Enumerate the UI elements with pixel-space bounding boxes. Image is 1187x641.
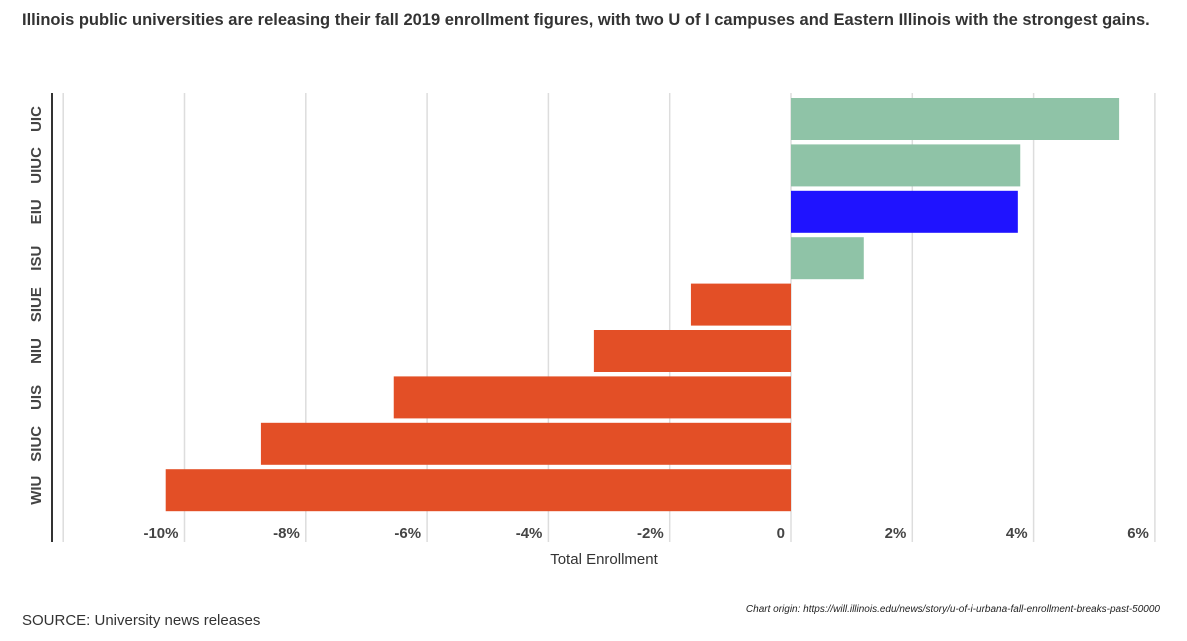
y-tick-label: UIUC	[28, 147, 45, 184]
bar-chart: UIC UIUC EIU ISU SIUE NIU UIS SIUC WIU -10% -8% -6…	[28, 93, 1156, 568]
y-axis-labels: UIC UIUC EIU ISU SIUE NIU UIS SIUC WIU	[28, 106, 45, 505]
bar-isu	[791, 237, 864, 280]
x-tick-label: 6%	[1127, 525, 1149, 542]
chart-origin-note: Chart origin: https://will.illinois.edu/…	[745, 604, 1160, 615]
bar-wiu	[165, 469, 792, 512]
x-tick-label: -8%	[273, 525, 300, 542]
x-tick-label: -4%	[516, 525, 543, 542]
bar-siue	[690, 283, 791, 326]
bar-uic	[791, 98, 1120, 140]
x-tick-label: 0	[777, 525, 785, 542]
x-tick-label: 2%	[885, 525, 907, 542]
bar-uiuc	[791, 144, 1021, 187]
x-axis-title: Total Enrollment	[550, 551, 658, 568]
y-tick-label: UIC	[28, 106, 45, 132]
x-tick-label: -2%	[637, 525, 664, 542]
y-tick-label: ISU	[28, 246, 45, 271]
y-tick-label: SIUC	[28, 426, 45, 462]
x-tick-label: 4%	[1006, 525, 1028, 542]
y-tick-label: WIU	[28, 476, 45, 505]
bars	[165, 98, 1120, 512]
y-tick-label: NIU	[28, 338, 45, 364]
bar-siuc	[260, 422, 791, 465]
x-tick-label: -10%	[143, 525, 178, 542]
chart-headline: Illinois public universities are releasi…	[22, 11, 1150, 29]
y-tick-label: SIUE	[28, 287, 45, 322]
bar-niu	[593, 330, 791, 372]
bar-uis	[393, 376, 791, 419]
x-axis-labels: -10% -8% -6% -4% -2% 0 2% 4% 6%	[143, 525, 1148, 542]
source-note: SOURCE: University news releases	[22, 612, 261, 629]
gridlines	[62, 93, 1156, 542]
y-tick-label: EIU	[28, 199, 45, 224]
x-tick-label: -6%	[394, 525, 421, 542]
bar-eiu	[791, 190, 1018, 233]
y-tick-label: UIS	[28, 385, 45, 410]
